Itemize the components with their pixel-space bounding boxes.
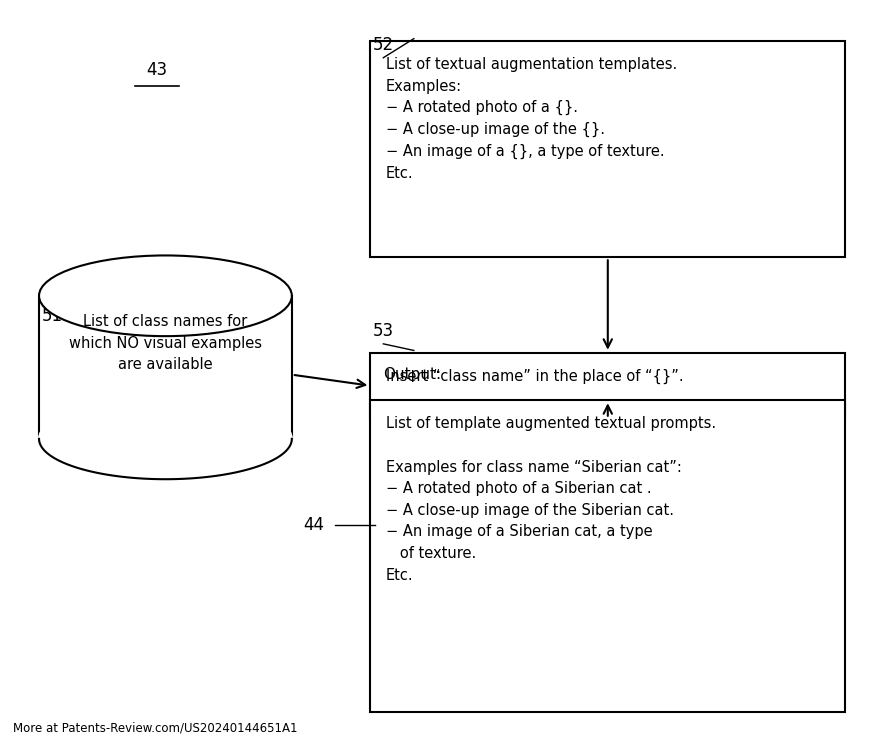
Text: List of class names for
which NO visual examples
are available: List of class names for which NO visual … (69, 314, 262, 372)
Ellipse shape (39, 398, 292, 479)
FancyBboxPatch shape (370, 41, 846, 257)
Text: Input:: Input: (201, 286, 245, 301)
FancyBboxPatch shape (370, 352, 846, 418)
Text: Output:: Output: (384, 367, 442, 382)
Text: More at Patents-Review.com/US20240144651A1: More at Patents-Review.com/US20240144651… (13, 721, 297, 734)
Text: List of template augmented textual prompts.

Examples for class name “Siberian c: List of template augmented textual promp… (386, 416, 716, 582)
Ellipse shape (39, 255, 292, 336)
Text: 52: 52 (373, 36, 394, 53)
Text: List of textual augmentation templates.
Examples:
− A rotated photo of a {}.
− A: List of textual augmentation templates. … (386, 57, 678, 180)
Text: Insert “class name” in the place of “{}”.: Insert “class name” in the place of “{}”… (386, 369, 684, 384)
Text: 43: 43 (146, 61, 167, 79)
Text: 53: 53 (373, 321, 394, 340)
FancyBboxPatch shape (370, 401, 846, 712)
Text: 51: 51 (41, 307, 62, 325)
Text: 44: 44 (303, 516, 324, 534)
